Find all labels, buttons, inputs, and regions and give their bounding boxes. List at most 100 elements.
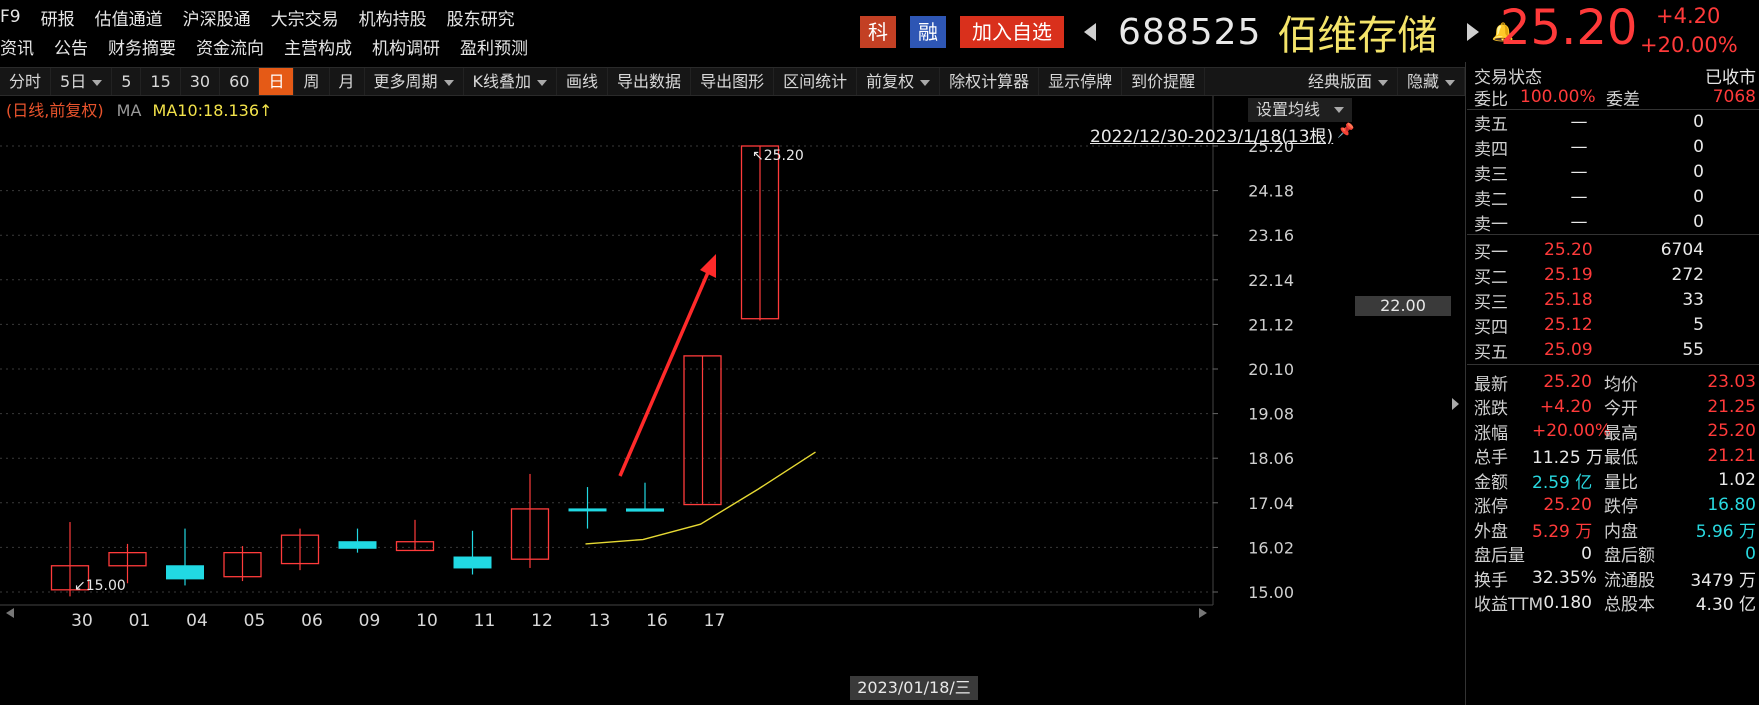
x-tick-label: 17 — [704, 611, 726, 631]
candle-body — [740, 145, 780, 320]
candle-body — [108, 551, 147, 567]
bid-volume: 272 — [1671, 265, 1704, 285]
divider — [1467, 364, 1759, 365]
price-change: +4.20 — [1656, 4, 1721, 28]
pin-icon[interactable]: 📌 — [1337, 123, 1355, 139]
y-tick-label: 22.14 — [1248, 271, 1294, 290]
add-to-watchlist-button[interactable]: 加入自选 — [960, 16, 1064, 48]
next-stock-icon[interactable] — [1467, 23, 1480, 41]
stock-title-strip: 科 融 加入自选 688525 佰维存储 🔔 — [860, 8, 1514, 59]
ma-indicator-line: (日线,前复权) MA MA10:18.136↑ — [6, 97, 272, 121]
expand-panel-icon[interactable] — [1452, 398, 1459, 410]
nav-link-3[interactable]: 资金流向 — [196, 38, 264, 59]
bid-volume: 33 — [1682, 290, 1704, 310]
margin-badge: 融 — [910, 16, 946, 48]
chevron-down-icon — [1334, 107, 1344, 113]
candle-body — [395, 541, 435, 552]
nav-link-4[interactable]: 大宗交易 — [270, 9, 339, 30]
ask-row-2: 卖三 — 0 — [1474, 159, 1756, 185]
toolbar-item-1[interactable]: 5日 — [51, 68, 113, 95]
candle-body — [453, 556, 492, 569]
set-ma-dropdown[interactable]: 设置均线 — [1248, 98, 1352, 122]
quote-panel: 交易状态 已收市 委比 100.00% 委差 7068 卖五 — 0 卖四 — 0 卖三 — 0… — [1465, 62, 1759, 705]
prev-stock-icon[interactable] — [1084, 23, 1096, 41]
stat-label: 量比 — [1604, 472, 1638, 493]
stat-label: 内盘 — [1604, 521, 1638, 542]
toolbar-item-3[interactable]: 15 — [141, 68, 181, 95]
chevron-down-icon — [1445, 79, 1455, 86]
toolbar-item-4[interactable]: 30 — [181, 68, 221, 95]
x-tick-label: 11 — [474, 611, 496, 631]
stat-value: 0 — [1745, 543, 1756, 564]
toolbar-right-item-1[interactable]: 隐藏 — [1398, 68, 1465, 95]
x-tick-label: 04 — [186, 611, 208, 631]
nav-link-1[interactable]: 公告 — [54, 38, 88, 59]
ask-volume: 0 — [1693, 162, 1704, 182]
nav-link-0[interactable]: 资讯 — [0, 38, 34, 59]
y-tick-label: 18.06 — [1248, 449, 1294, 468]
y-tick-label: 21.12 — [1248, 315, 1294, 334]
toolbar-item-17[interactable]: 显示停牌 — [1039, 68, 1123, 95]
stat-value: 11.25 万 — [1532, 448, 1604, 468]
stat-value: 25.20 — [1707, 421, 1756, 441]
candle-body — [510, 508, 550, 560]
toolbar-item-9[interactable]: 更多周期 — [365, 68, 464, 95]
kline-chart[interactable]: 25.20 24.18 23.16 22.14 21.12 20.10 19.08 18.06… — [0, 96, 1465, 705]
date-range-link[interactable]: 2022/12/30-2023/1/18(13根) — [1090, 127, 1334, 147]
nav-link-5[interactable]: 机构调研 — [372, 38, 440, 59]
toolbar-item-8[interactable]: 月 — [330, 68, 365, 95]
max-price-label: ↖25.20 — [752, 148, 804, 164]
toolbar-item-7[interactable]: 周 — [294, 68, 330, 95]
stat-label: 金额 — [1474, 472, 1508, 493]
stat-value: 0.180 — [1543, 592, 1592, 613]
stat-value: 0 — [1581, 543, 1592, 564]
stat-row-9: 收益TTM 0.180 总股本 4.30 亿 — [1474, 590, 1756, 616]
stat-value: 21.21 — [1707, 445, 1756, 466]
toolbar-item-18[interactable]: 到价提醒 — [1122, 68, 1206, 95]
toolbar-item-13[interactable]: 导出图形 — [691, 68, 775, 95]
y-tick-label: 24.18 — [1248, 182, 1294, 201]
bid-price: 25.18 — [1544, 290, 1593, 310]
bid-label: 买四 — [1474, 317, 1508, 338]
toolbar-item-5[interactable]: 60 — [220, 68, 260, 95]
toolbar-item-6[interactable]: 日 — [259, 68, 295, 95]
y-tick-label: 19.08 — [1248, 405, 1294, 424]
toolbar-right-item-0[interactable]: 经典版面 — [1299, 68, 1398, 95]
x-tick-label: 16 — [646, 611, 668, 631]
stat-label: 最新 — [1474, 374, 1508, 395]
nav-link-2[interactable]: 财务摘要 — [108, 38, 176, 59]
toolbar-item-2[interactable]: 5 — [112, 68, 142, 95]
x-tick-label: 30 — [71, 611, 93, 631]
toolbar-item-16[interactable]: 除权计算器 — [940, 68, 1040, 95]
nav-link-1[interactable]: 研报 — [40, 9, 75, 30]
toolbar-item-10[interactable]: K线叠加 — [464, 68, 558, 95]
nav-link-2[interactable]: 估值通道 — [94, 9, 163, 30]
stock-code: 688525 — [1118, 11, 1262, 53]
stat-value: 32.35% — [1532, 568, 1597, 588]
candle-body — [626, 508, 664, 512]
stat-label: 涨停 — [1474, 497, 1508, 517]
nav-link-5[interactable]: 机构持股 — [358, 9, 427, 30]
cursor-date-label: 2023/01/18/三 — [850, 676, 978, 700]
nav-link-4[interactable]: 主营构成 — [284, 38, 352, 59]
nav-link-6[interactable]: 股东研究 — [446, 9, 515, 30]
ask-volume: 0 — [1693, 187, 1704, 207]
stat-row-5: 涨停 25.20 跌停 16.80 — [1474, 492, 1756, 518]
toolbar-item-11[interactable]: 画线 — [557, 68, 609, 95]
scroll-right-icon — [1199, 608, 1207, 618]
toolbar-item-12[interactable]: 导出数据 — [608, 68, 692, 95]
toolbar-item-0[interactable]: 分时 — [0, 68, 52, 95]
bid-volume: 55 — [1682, 340, 1704, 360]
stat-value: 23.03 — [1707, 372, 1756, 392]
toolbar-item-15[interactable]: 前复权 — [857, 68, 941, 95]
nav-link-6[interactable]: 盈利预测 — [460, 38, 528, 59]
stat-row-4: 金额 2.59 亿量比 1.02 — [1474, 467, 1756, 493]
alert-bell-icon[interactable]: 🔔 — [1491, 21, 1514, 43]
toolbar-item-14[interactable]: 区间统计 — [774, 68, 858, 95]
nav-link-0[interactable]: F9 — [0, 7, 21, 27]
nav-link-3[interactable]: 沪深股通 — [182, 9, 251, 30]
stat-value: 21.25 — [1707, 396, 1756, 417]
x-tick-label: 01 — [129, 611, 151, 631]
divider — [1467, 109, 1759, 110]
stat-label: 今开 — [1604, 399, 1638, 419]
